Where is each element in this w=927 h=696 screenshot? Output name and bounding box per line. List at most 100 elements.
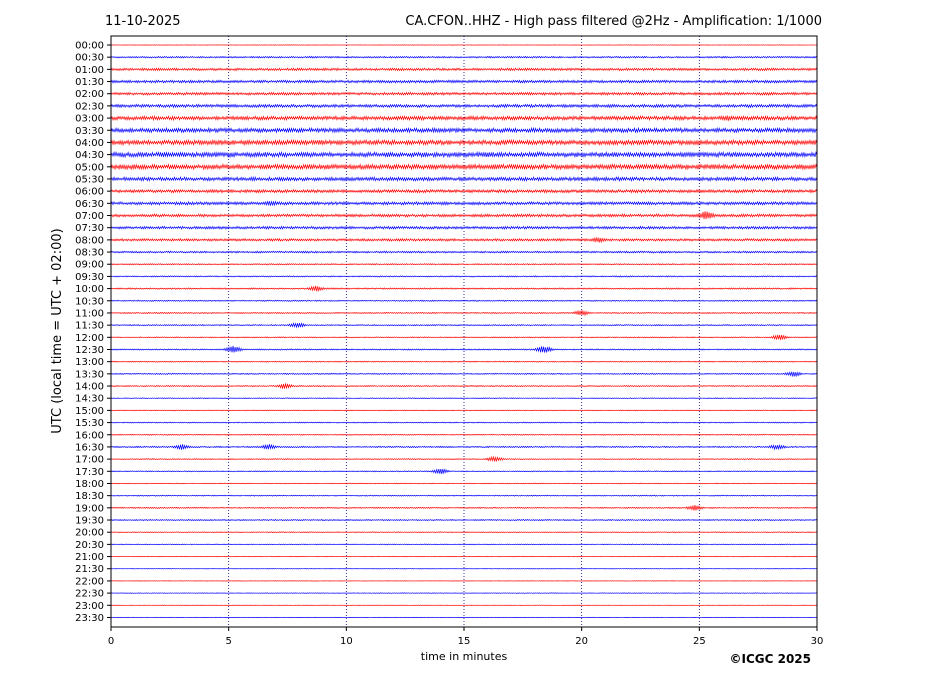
y-tick-label: 00:30 xyxy=(75,53,104,64)
trace-line xyxy=(110,504,818,511)
trace-line xyxy=(110,455,818,463)
x-axis: 0 5 10 15 20 25 30 xyxy=(108,627,824,647)
y-tick-label: 06:00 xyxy=(75,187,104,198)
y-tick-label: 11:30 xyxy=(75,321,104,332)
trace-line xyxy=(110,263,818,266)
y-tick-label: 21:00 xyxy=(75,552,104,563)
trace-line xyxy=(110,360,818,363)
y-tick-label: 02:00 xyxy=(75,89,104,100)
y-axis-label: UTC (local time = UTC + 02:00) xyxy=(50,228,65,433)
y-tick-label: 06:30 xyxy=(75,199,104,210)
x-tick-label: 30 xyxy=(811,636,824,647)
trace-line xyxy=(110,67,818,72)
trace-line xyxy=(110,345,818,353)
x-tick-label: 20 xyxy=(575,636,588,647)
trace-line xyxy=(110,309,818,317)
trace-line xyxy=(110,592,818,594)
y-tick-label: 21:30 xyxy=(75,564,104,575)
trace-line xyxy=(110,103,818,109)
seismic-traces xyxy=(110,44,818,619)
y-tick-label: 16:30 xyxy=(75,442,104,453)
trace-line xyxy=(110,188,818,194)
copyright-label: ©ICGC 2025 xyxy=(729,652,811,666)
y-tick-label: 12:30 xyxy=(75,345,104,356)
y-tick-label: 01:30 xyxy=(75,77,104,88)
trace-line xyxy=(110,409,818,412)
x-tick-label: 0 xyxy=(108,636,114,647)
trace-line xyxy=(110,91,818,96)
date-label: 11-10-2025 xyxy=(105,14,181,29)
trace-line xyxy=(110,397,818,400)
trace-line xyxy=(110,322,818,329)
y-tick-label: 04:30 xyxy=(75,150,104,161)
trace-line xyxy=(110,299,818,302)
y-tick-label: 19:00 xyxy=(75,503,104,514)
trace-line xyxy=(110,494,818,497)
x-tick-label: 25 xyxy=(693,636,706,647)
y-tick-label: 17:30 xyxy=(75,467,104,478)
y-tick-label: 07:00 xyxy=(75,211,104,222)
y-tick-label: 01:00 xyxy=(75,65,104,76)
trace-line xyxy=(110,482,818,485)
y-tick-label: 22:00 xyxy=(75,576,104,587)
trace-line xyxy=(110,225,818,230)
y-tick-label: 00:00 xyxy=(75,41,104,52)
y-tick-label: 13:00 xyxy=(75,357,104,368)
y-tick-label: 14:00 xyxy=(75,382,104,393)
trace-line xyxy=(110,126,818,134)
y-tick-label: 18:30 xyxy=(75,491,104,502)
trace-line xyxy=(110,421,818,424)
y-tick-label: 18:00 xyxy=(75,479,104,490)
y-tick-label: 16:00 xyxy=(75,430,104,441)
y-tick-label: 13:30 xyxy=(75,369,104,380)
trace-line xyxy=(110,114,818,122)
trace-line xyxy=(110,55,818,59)
trace-line xyxy=(110,175,818,182)
y-tick-label: 20:30 xyxy=(75,540,104,551)
trace-line xyxy=(110,236,818,244)
y-tick-label: 02:30 xyxy=(75,101,104,112)
y-tick-label: 23:30 xyxy=(75,613,104,624)
y-tick-label: 04:00 xyxy=(75,138,104,149)
trace-line xyxy=(110,371,818,378)
y-tick-label: 03:30 xyxy=(75,126,104,137)
x-tick-label: 10 xyxy=(340,636,353,647)
y-tick-label: 17:00 xyxy=(75,455,104,466)
plot-frame xyxy=(110,35,818,628)
y-tick-label: 19:30 xyxy=(75,516,104,527)
y-tick-label: 10:30 xyxy=(75,296,104,307)
y-tick-label: 15:00 xyxy=(75,406,104,417)
y-tick-label: 23:00 xyxy=(75,601,104,612)
trace-line xyxy=(110,163,818,171)
y-tick-label: 11:00 xyxy=(75,308,104,319)
y-tick-label: 20:00 xyxy=(75,528,104,539)
y-tick-label: 12:00 xyxy=(75,333,104,344)
y-tick-label: 14:30 xyxy=(75,394,104,405)
y-tick-label: 22:30 xyxy=(75,589,104,600)
trace-line xyxy=(110,334,818,341)
trace-line xyxy=(110,150,818,159)
y-tick-label: 09:30 xyxy=(75,272,104,283)
trace-line xyxy=(110,443,818,451)
trace-line xyxy=(110,79,818,84)
y-tick-label: 08:00 xyxy=(75,235,104,246)
trace-line xyxy=(110,468,818,475)
trace-line xyxy=(110,518,818,522)
trace-line xyxy=(110,383,818,390)
y-tick-label: 08:30 xyxy=(75,248,104,259)
x-axis-label: time in minutes xyxy=(421,650,508,663)
trace-line xyxy=(110,285,818,292)
gridlines xyxy=(228,36,700,627)
chart-title: CA.CFON..HHZ - High pass filtered @2Hz -… xyxy=(405,14,822,29)
trace-line xyxy=(110,531,818,534)
trace-line xyxy=(110,138,818,147)
y-tick-label: 05:30 xyxy=(75,174,104,185)
y-tick-label: 09:00 xyxy=(75,260,104,271)
y-tick-label: 07:30 xyxy=(75,223,104,234)
trace-line xyxy=(110,433,818,436)
y-tick-label: 03:00 xyxy=(75,114,104,125)
trace-line xyxy=(110,211,818,220)
trace-line xyxy=(110,250,818,254)
